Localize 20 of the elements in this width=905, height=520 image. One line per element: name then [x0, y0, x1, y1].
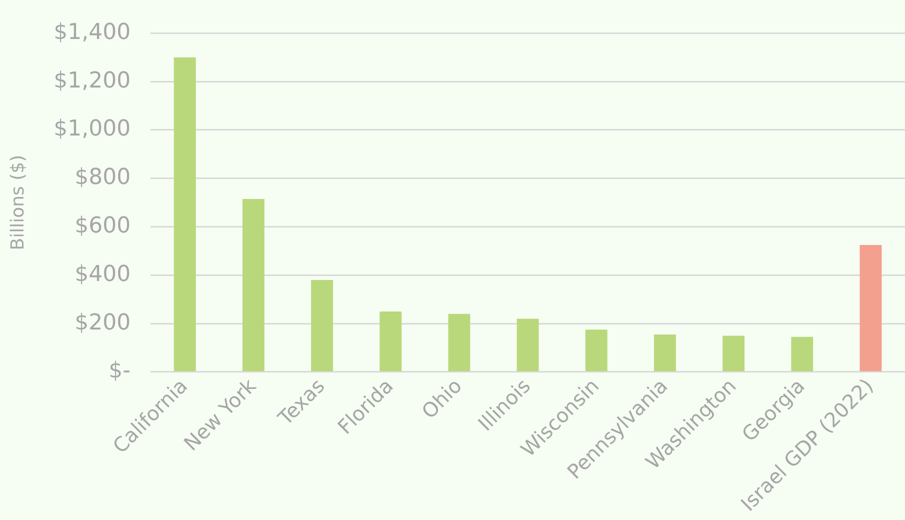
y-tick-label: $1,400 — [54, 20, 131, 45]
bar — [722, 336, 745, 372]
y-tick-label: $200 — [74, 310, 131, 336]
y-tick-label: $800 — [74, 165, 131, 190]
bar — [860, 244, 882, 372]
y-tick-label: $- — [108, 358, 131, 384]
bar — [311, 280, 334, 372]
bar — [791, 336, 814, 372]
y-tick-label: $400 — [74, 262, 131, 287]
bar — [516, 318, 539, 372]
y-tick-label: $600 — [74, 214, 131, 239]
y-tick-label: $1,000 — [54, 116, 131, 142]
bar — [380, 311, 402, 372]
y-tick-label: $1,200 — [54, 68, 131, 94]
bar — [174, 57, 196, 372]
bar — [585, 330, 608, 372]
bar — [654, 334, 676, 372]
bar — [242, 198, 264, 372]
y-axis-title: Billions ($) — [7, 154, 28, 250]
bar — [448, 314, 470, 372]
